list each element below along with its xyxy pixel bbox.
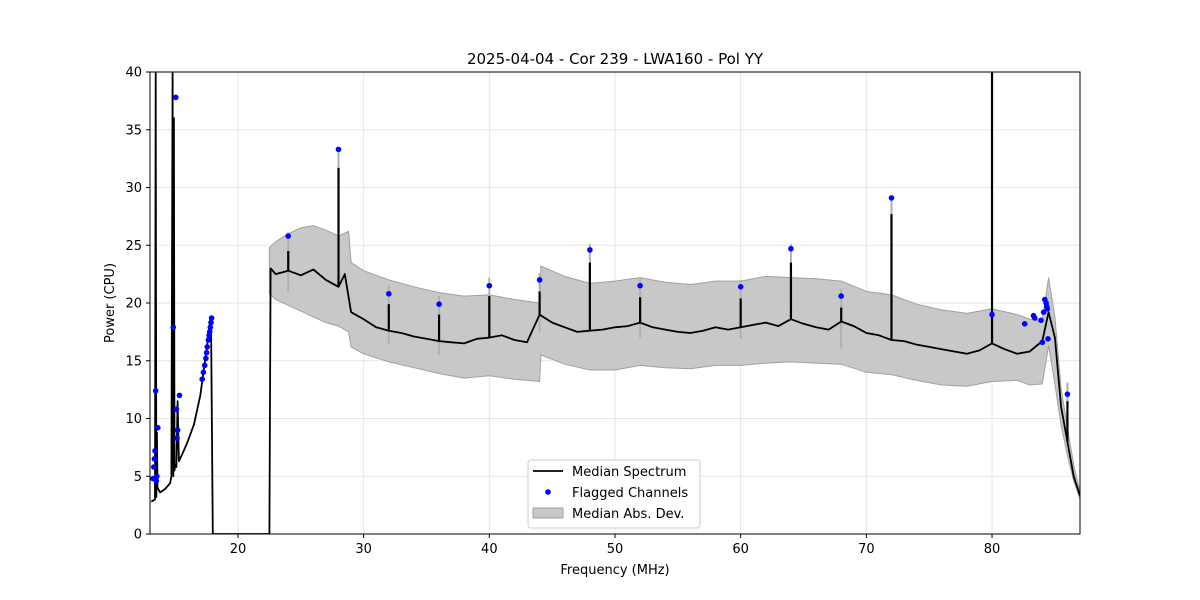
legend-box xyxy=(527,459,701,529)
flagged-point-13 xyxy=(176,392,183,399)
x-tick-label-5: 70 xyxy=(858,542,875,557)
flagged-point-7 xyxy=(155,424,161,431)
flagged-point-10 xyxy=(173,406,180,413)
y-axis-ticks: 0 5 10 15 20 25 30 35 40 xyxy=(125,66,150,543)
flagged-point-24 xyxy=(208,319,214,326)
flagged-point-9 xyxy=(173,94,179,101)
y-tick-label-6: 30 xyxy=(125,181,142,196)
flagged-point-14 xyxy=(199,376,205,383)
flagged-point-32 xyxy=(587,247,593,253)
flagged-point-39 xyxy=(1021,321,1028,327)
flagged-point-29 xyxy=(436,301,442,308)
legend-label-median: Median Spectrum xyxy=(572,465,686,480)
median-abs-dev-band xyxy=(268,225,1080,500)
flagged-point-16 xyxy=(201,362,208,369)
x-tick-label-0: 20 xyxy=(230,542,247,557)
legend-swatch-flagged xyxy=(545,489,551,495)
flagged-point-35 xyxy=(788,245,794,252)
flagged-point-36 xyxy=(838,293,844,299)
flagged-channels xyxy=(150,94,1071,484)
flagged-point-28 xyxy=(386,291,392,297)
y-tick-label-3: 15 xyxy=(125,354,142,369)
plot-area xyxy=(150,72,1080,534)
flagged-point-18 xyxy=(203,349,210,356)
y-tick-label-5: 25 xyxy=(125,239,142,254)
flagged-point-4 xyxy=(152,388,159,394)
flagged-point-6 xyxy=(154,473,160,480)
legend-label-mad: Median Abs. Dev. xyxy=(572,507,684,522)
flagged-point-33 xyxy=(637,282,643,289)
flagged-point-26 xyxy=(285,233,292,239)
y-tick-label-8: 40 xyxy=(125,66,142,81)
flagged-point-1 xyxy=(151,464,157,470)
flagged-point-37 xyxy=(888,195,895,201)
y-tick-label-1: 5 xyxy=(134,470,142,485)
x-axis-label: Frequency (MHz) xyxy=(560,563,669,578)
flagged-point-43 xyxy=(1039,339,1046,346)
flagged-point-42 xyxy=(1038,317,1044,324)
flagged-point-20 xyxy=(205,337,212,343)
flagged-point-23 xyxy=(207,324,214,331)
flagged-point-44 xyxy=(1040,309,1047,316)
flagged-point-49 xyxy=(1045,336,1051,342)
y-tick-label-7: 35 xyxy=(125,123,142,138)
flagged-point-31 xyxy=(536,277,543,283)
flagged-point-3 xyxy=(152,448,158,454)
flagged-point-38 xyxy=(989,311,995,318)
y-axis-label: Power (CPU) xyxy=(103,263,118,343)
x-tick-label-4: 60 xyxy=(732,542,749,557)
flagged-point-25 xyxy=(208,315,215,321)
flagged-point-34 xyxy=(737,284,744,290)
flagged-point-19 xyxy=(204,344,210,350)
chart-title: 2025-04-04 - Cor 239 - LWA160 - Pol YY xyxy=(467,50,764,68)
flagged-point-8 xyxy=(170,324,177,331)
flagged-point-15 xyxy=(200,369,207,376)
flagged-point-5 xyxy=(153,478,160,484)
x-tick-label-1: 30 xyxy=(355,542,372,557)
flagged-point-22 xyxy=(206,329,213,335)
flagged-point-27 xyxy=(335,146,342,153)
flagged-point-17 xyxy=(203,355,209,362)
flagged-point-11 xyxy=(174,435,180,441)
legend-label-flagged: Flagged Channels xyxy=(572,486,688,501)
median-spectrum-line xyxy=(150,72,1080,534)
x-tick-label-6: 80 xyxy=(984,542,1001,557)
x-axis-ticks: 20 30 40 50 60 70 80 xyxy=(230,534,1001,557)
flagged-point-50 xyxy=(1064,391,1071,398)
flagged-point-41 xyxy=(1032,315,1038,321)
y-tick-label-4: 20 xyxy=(125,297,142,312)
x-tick-label-3: 50 xyxy=(607,542,624,557)
y-tick-label-0: 0 xyxy=(134,528,142,543)
flagged-point-12 xyxy=(174,427,181,433)
y-tick-label-2: 10 xyxy=(125,412,142,427)
legend: Median Spectrum Flagged Channels Median … xyxy=(527,459,701,529)
flagged-point-48 xyxy=(1044,306,1051,312)
legend-swatch-mad xyxy=(532,507,564,519)
x-tick-label-2: 40 xyxy=(481,542,498,557)
flagged-point-2 xyxy=(151,456,158,462)
flagged-point-30 xyxy=(486,282,493,289)
